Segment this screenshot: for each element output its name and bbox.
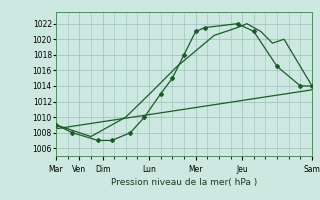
X-axis label: Pression niveau de la mer( hPa ): Pression niveau de la mer( hPa ) xyxy=(111,178,257,187)
